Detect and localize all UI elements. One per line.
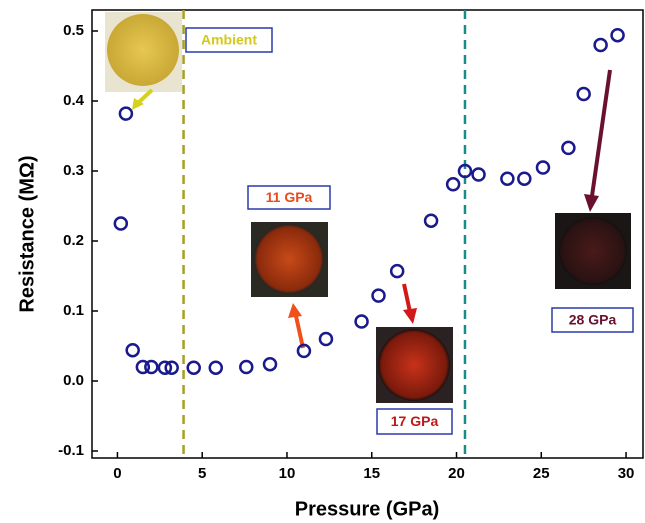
data-point (518, 173, 530, 185)
y-tick-label: 0.5 (63, 22, 84, 39)
annotation: 11 GPa (266, 189, 313, 205)
data-point (595, 39, 607, 51)
data-point (373, 290, 385, 302)
x-tick-label: 15 (363, 465, 380, 482)
x-tick-label: 30 (618, 465, 635, 482)
data-point (578, 88, 590, 100)
data-point (115, 218, 127, 230)
y-tick-label: 0.2 (63, 232, 84, 249)
data-point (612, 29, 624, 41)
y-tick-label: -0.1 (58, 442, 84, 459)
x-axis-label: Pressure (GPa) (295, 498, 440, 520)
x-tick-label: 25 (533, 465, 550, 482)
data-point (240, 361, 252, 373)
data-point (473, 169, 485, 181)
y-tick-label: 0.0 (63, 372, 84, 389)
data-point (188, 362, 200, 374)
y-tick-label: 0.4 (63, 92, 85, 109)
x-tick-label: 0 (113, 465, 121, 482)
x-tick-label: 20 (448, 465, 465, 482)
data-point (210, 362, 222, 374)
arrows (132, 70, 610, 348)
data-point (501, 173, 513, 185)
data-point (391, 265, 403, 277)
data-point (145, 361, 157, 373)
annotation: 28 GPa (569, 312, 617, 328)
data-point (356, 316, 368, 328)
data-point (264, 358, 276, 370)
annotation: Ambient (201, 32, 257, 48)
y-axis-label: Resistance (MΩ) (16, 155, 38, 312)
x-tick-label: 10 (279, 465, 296, 482)
data-point (447, 178, 459, 190)
annotation: 17 GPa (391, 413, 439, 429)
data-point (320, 333, 332, 345)
chart: Pressure (GPa) Resistance (MΩ) 0 5 10 15 20 2… (0, 0, 645, 523)
data-point (127, 344, 139, 356)
data-point (562, 142, 574, 154)
data-point (537, 162, 549, 174)
y-tick-label: 0.3 (63, 162, 84, 179)
data-point (120, 108, 132, 120)
data-point (425, 215, 437, 227)
y-tick-label: 0.1 (63, 302, 84, 319)
x-tick-label: 5 (198, 465, 206, 482)
